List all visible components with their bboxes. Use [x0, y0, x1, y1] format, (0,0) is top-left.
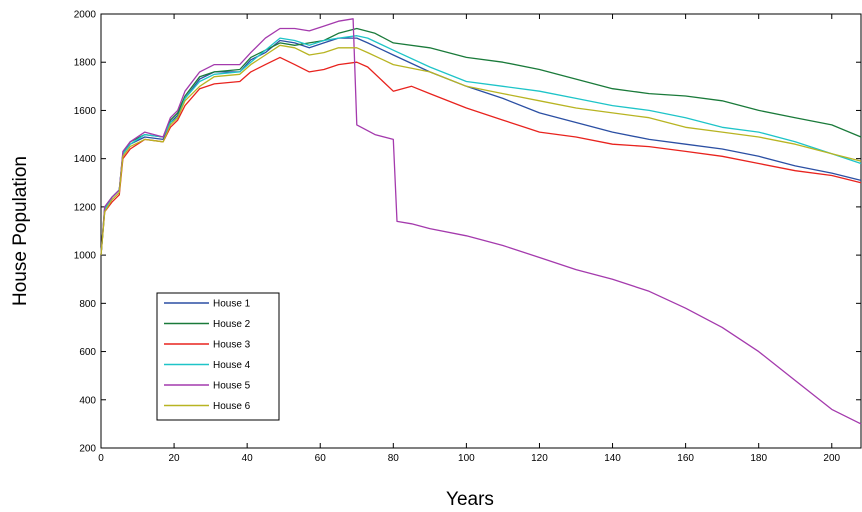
x-axis: 0 20 40 60 80 100 120 140 160 180 200 [98, 14, 841, 464]
y-tick-label: 1400 [74, 154, 97, 165]
series-lines [100, 18, 862, 425]
legend-label: House 2 [213, 319, 251, 330]
y-tick-label: 1200 [74, 202, 97, 213]
y-tick-label: 600 [79, 347, 96, 358]
x-tick-label: 120 [531, 453, 548, 464]
legend: House 1 House 2 House 3 House 4 House 5 House… [156, 292, 280, 421]
legend-item-house-4: House 4 [164, 360, 251, 371]
legend-item-house-6: House 6 [164, 401, 251, 412]
y-axis: 200 400 600 800 1000 1200 1400 1600 1800 2000 [74, 10, 861, 455]
x-tick-label: 60 [315, 453, 327, 464]
y-axis-title: House Population [10, 156, 31, 306]
legend-item-house-1: House 1 [164, 299, 251, 310]
legend-label: House 3 [213, 340, 251, 351]
series-line-house-1 [100, 37, 862, 256]
y-tick-label: 2000 [74, 10, 97, 21]
legend-label: House 1 [213, 299, 251, 310]
x-tick-label: 80 [388, 453, 400, 464]
series-line-house-5 [100, 18, 862, 425]
x-tick-label: 40 [242, 453, 254, 464]
legend-label: House 6 [213, 401, 251, 412]
x-tick-label: 100 [458, 453, 475, 464]
legend-label: House 4 [213, 360, 251, 371]
legend-item-house-3: House 3 [164, 340, 251, 351]
series-line-house-4 [100, 35, 862, 256]
y-tick-label: 200 [79, 444, 96, 455]
y-tick-label: 1600 [74, 106, 97, 117]
legend-box [156, 292, 280, 421]
x-tick-label: 200 [823, 453, 840, 464]
y-tick-label: 1800 [74, 58, 97, 69]
series-line-house-6 [100, 44, 862, 256]
x-tick-label: 140 [604, 453, 621, 464]
x-tick-label: 0 [98, 453, 104, 464]
y-tick-label: 800 [79, 299, 96, 310]
x-tick-label: 160 [677, 453, 694, 464]
legend-label: House 5 [213, 381, 251, 392]
x-axis-title: Years [446, 489, 494, 510]
legend-item-house-5: House 5 [164, 381, 251, 392]
legend-item-house-2: House 2 [164, 319, 251, 330]
x-tick-label: 20 [169, 453, 181, 464]
y-tick-label: 1000 [74, 251, 97, 262]
y-tick-label: 400 [79, 395, 96, 406]
x-tick-label: 180 [750, 453, 767, 464]
